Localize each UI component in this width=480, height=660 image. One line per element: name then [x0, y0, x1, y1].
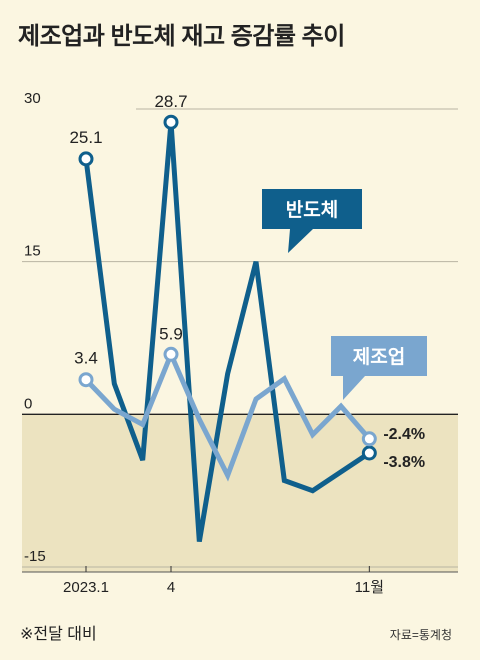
data-labels: 25.1 28.7 -3.8% 3.4 5.9 -2.4% [69, 92, 425, 471]
series-layer [78, 114, 377, 542]
callout-manufacturing-pointer [343, 376, 365, 400]
data-point-manufacturing [78, 372, 94, 388]
chart-title: 제조업과 반도체 재고 증감률 추이 [18, 23, 345, 50]
data-label-manufacturing: -2.4% [383, 426, 425, 443]
source-note: 자료=통계청 [389, 628, 452, 642]
data-label-semiconductor: 28.7 [154, 92, 187, 111]
grid-lines [22, 108, 458, 573]
data-point-manufacturing [361, 431, 377, 447]
data-label-manufacturing: 3.4 [74, 349, 98, 368]
y-tick-label: 15 [24, 243, 41, 260]
callout-semiconductor-box [262, 189, 362, 229]
callout-manufacturing-label: 제조업 [353, 346, 405, 368]
data-point-semiconductor [361, 445, 377, 461]
x-tick-label: 4 [167, 579, 175, 596]
data-label-semiconductor: 25.1 [69, 128, 102, 147]
x-tick-label: 11월 [355, 579, 384, 596]
series-line-manufacturing [83, 347, 372, 482]
y-axis-ticks: 30 15 0 -15 [24, 90, 46, 565]
x-axis-ticks: 2023.1 4 11월 [63, 566, 384, 596]
callout-semiconductor-label: 반도체 [286, 199, 338, 221]
x-tick-label: 2023.1 [63, 579, 109, 596]
y-tick-label: 0 [24, 395, 32, 412]
data-point-semiconductor [78, 151, 94, 167]
callout-semiconductor-pointer [288, 229, 313, 253]
data-point-semiconductor [163, 114, 179, 130]
footnote: ※전달 대비 [20, 626, 97, 643]
callout-manufacturing-box [331, 336, 427, 376]
series-line-semiconductor [83, 122, 372, 542]
data-point-manufacturing [163, 346, 179, 362]
data-label-manufacturing: 5.9 [159, 324, 183, 343]
y-tick-label: 30 [24, 90, 41, 107]
y-tick-label: -15 [24, 548, 46, 565]
data-label-semiconductor: -3.8% [383, 454, 425, 471]
